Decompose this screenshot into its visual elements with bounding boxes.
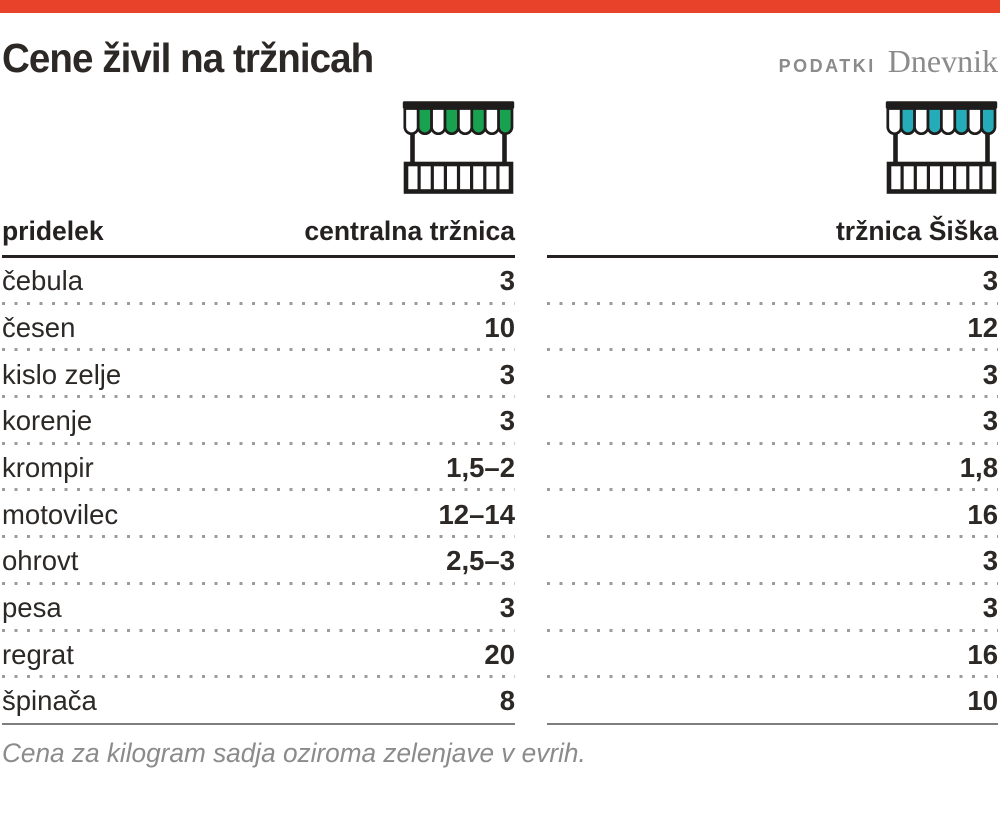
source-label: PODATKI — [778, 56, 876, 76]
content: Cene živil na tržnicah PODATKI Dnevnik — [0, 35, 1000, 769]
source-credit: PODATKI Dnevnik — [779, 43, 998, 80]
product-name: motovilec — [2, 498, 119, 530]
price-value: 3 — [982, 405, 998, 437]
price-value: 3 — [499, 265, 515, 297]
table-centralna-trznica: pridelek centralna tržnica čebula 3 česen… — [2, 96, 515, 725]
source-name-logo: Dnevnik — [887, 43, 998, 79]
price-value: 12–14 — [438, 498, 515, 530]
price-value: 3 — [499, 592, 515, 624]
product-name: regrat — [2, 638, 74, 670]
product-name: špinača — [2, 684, 97, 716]
table-row: 3 — [547, 351, 998, 399]
product-name: kislo zelje — [2, 358, 122, 390]
masthead: Cene živil na tržnicah PODATKI Dnevnik — [2, 35, 998, 82]
table-row: regrat 20 — [2, 631, 515, 679]
page-title: Cene živil na tržnicah — [2, 35, 374, 81]
product-name: ohrovt — [2, 545, 79, 577]
product-name: korenje — [2, 405, 93, 437]
market2-icon-wrap — [547, 100, 998, 195]
price-value: 8 — [499, 684, 515, 716]
table-row: krompir 1,5–2 — [2, 444, 515, 492]
column-header-market1: centralna tržnica — [304, 216, 515, 246]
table-row: 1,8 — [547, 444, 998, 492]
price-value: 3 — [982, 592, 998, 624]
table-row: česen 10 — [2, 304, 515, 352]
price-value: 1,8 — [959, 452, 998, 484]
price-value: 16 — [967, 498, 998, 530]
table-row: motovilec 12–14 — [2, 491, 515, 539]
top-accent-bar — [0, 0, 1000, 13]
price-value: 3 — [499, 405, 515, 437]
table-header-row: tržnica Šiška — [547, 216, 998, 258]
price-value: 12 — [967, 312, 998, 344]
product-name: čebula — [2, 265, 84, 297]
market-stall-green-icon — [402, 101, 515, 194]
table-row: špinača 8 — [2, 678, 515, 725]
table-body-market1: čebula 3 česen 10 kislo zelje 3 korenje 3 kr… — [2, 258, 515, 725]
table-header-row: pridelek centralna tržnica — [2, 216, 515, 258]
price-value: 20 — [484, 638, 515, 670]
price-value: 1,5–2 — [446, 452, 515, 484]
table-row: čebula 3 — [2, 258, 515, 305]
table-row: 3 — [547, 584, 998, 632]
table-row: 16 — [547, 491, 998, 539]
price-value: 3 — [982, 358, 998, 390]
market-stall-teal-icon — [885, 101, 998, 194]
table-row: pesa 3 — [2, 584, 515, 632]
table-row: korenje 3 — [2, 398, 515, 445]
table-row: 3 — [547, 398, 998, 445]
price-value: 10 — [484, 312, 515, 344]
product-name: česen — [2, 312, 76, 344]
footnote: Cena za kilogram sadja oziroma zelenjave… — [2, 737, 586, 768]
table-row: ohrovt 2,5–3 — [2, 538, 515, 585]
market1-icon-wrap — [2, 100, 515, 195]
price-value: 2,5–3 — [446, 545, 515, 577]
table-row: 3 — [547, 258, 998, 305]
table-row: kislo zelje 3 — [2, 351, 515, 399]
price-value: 3 — [982, 545, 998, 577]
price-value: 3 — [982, 265, 998, 297]
table-row: 12 — [547, 304, 998, 352]
column-header-product: pridelek — [2, 216, 104, 246]
table-trznica-siska: tržnica Šiška 3 12 3 3 1,8 16 3 3 16 10 — [547, 96, 998, 725]
price-value: 3 — [499, 358, 515, 390]
price-tables: pridelek centralna tržnica čebula 3 česen… — [2, 96, 998, 725]
price-value: 16 — [967, 638, 998, 670]
table-row: 3 — [547, 538, 998, 585]
table-row: 16 — [547, 631, 998, 679]
table-row: 10 — [547, 678, 998, 725]
product-name: pesa — [2, 592, 62, 624]
infographic: Cene živil na tržnicah PODATKI Dnevnik — [0, 0, 1000, 769]
product-name: krompir — [2, 452, 94, 484]
column-header-market2: tržnica Šiška — [835, 216, 998, 246]
table-body-market2: 3 12 3 3 1,8 16 3 3 16 10 — [547, 258, 998, 725]
price-value: 10 — [967, 684, 998, 716]
